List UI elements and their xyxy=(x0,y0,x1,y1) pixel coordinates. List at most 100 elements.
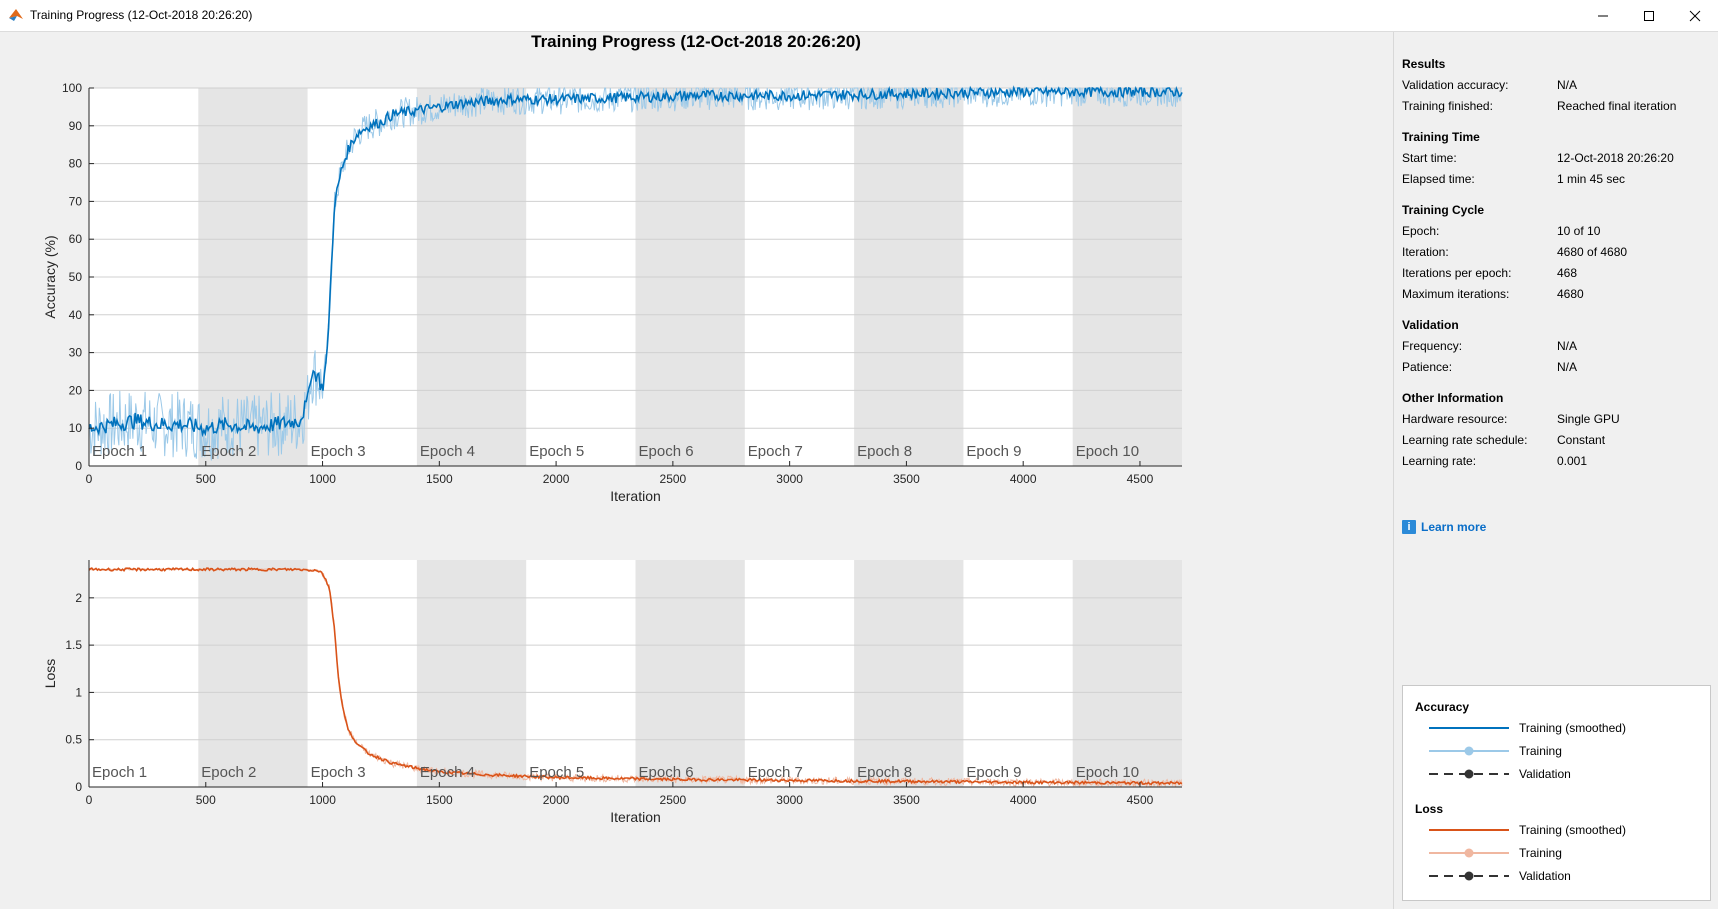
x-tick-label: 0 xyxy=(86,793,93,807)
validation-accuracy-label: Validation accuracy: xyxy=(1402,78,1509,92)
training-plot-area: Epoch 1 Epoch 2 Epoch 3 Epoch 4 Epoch 5 Epoch… xyxy=(0,32,1392,909)
epoch-value: 10 of 10 xyxy=(1557,224,1601,238)
window-title: Training Progress (12-Oct-2018 20:26:20) xyxy=(30,8,253,22)
y-tick-label: 60 xyxy=(69,232,83,246)
epoch-label: Epoch 9 xyxy=(966,764,1021,781)
x-tick-label: 4500 xyxy=(1127,793,1154,807)
epoch-label: Epoch 4 xyxy=(420,764,475,781)
y-tick-label: 50 xyxy=(69,270,83,284)
epoch-label: Epoch: xyxy=(1402,224,1440,238)
accuracy-training-smoothed-line xyxy=(88,85,1183,438)
maximum-iterations-value: 4680 xyxy=(1557,287,1584,301)
minimize-button[interactable] xyxy=(1580,0,1626,31)
x-tick-label: 4000 xyxy=(1010,793,1037,807)
maximize-button[interactable] xyxy=(1626,0,1672,31)
patience-label: Patience: xyxy=(1402,360,1453,374)
elapsed-time-label: Elapsed time: xyxy=(1402,172,1475,186)
x-tick-label: 3500 xyxy=(893,472,920,486)
epoch-label: Epoch 5 xyxy=(529,764,584,781)
legend-label: Training (smoothed) xyxy=(1519,721,1626,735)
frequency-value: N/A xyxy=(1557,339,1578,353)
learn-more-label: Learn more xyxy=(1421,520,1487,534)
y-tick-label: 0.5 xyxy=(65,733,82,747)
iteration-label: Iteration: xyxy=(1402,245,1449,259)
epoch-shade-band xyxy=(198,560,308,787)
legend-dashed-swatch xyxy=(1429,769,1509,779)
learn-more-link[interactable]: i Learn more xyxy=(1402,520,1486,534)
epoch-shade-band xyxy=(635,560,745,787)
x-tick-label: 3000 xyxy=(776,472,803,486)
legend-label: Training (smoothed) xyxy=(1519,823,1626,837)
x-tick-label: 4000 xyxy=(1010,472,1037,486)
epoch-shade-band xyxy=(416,560,527,787)
y-tick-label: 0 xyxy=(75,780,82,794)
y-tick-label: 40 xyxy=(69,308,83,322)
x-tick-label: 2500 xyxy=(660,793,687,807)
training-charts: Epoch 1 Epoch 2 Epoch 3 Epoch 4 Epoch 5 Epoch… xyxy=(42,81,1183,825)
hardware-resource-label: Hardware resource: xyxy=(1402,412,1508,426)
y-tick-label: 2 xyxy=(75,591,82,605)
x-tick-label: 2500 xyxy=(660,472,687,486)
figure-title: Training Progress (12-Oct-2018 20:26:20) xyxy=(531,32,861,51)
window-titlebar: Training Progress (12-Oct-2018 20:26:20) xyxy=(0,0,1718,32)
legend-label: Training xyxy=(1519,744,1562,758)
validation-accuracy-value: N/A xyxy=(1557,78,1578,92)
epoch-label: Epoch 6 xyxy=(639,764,694,781)
epoch-label: Epoch 6 xyxy=(639,443,694,460)
learning-rate-label: Learning rate: xyxy=(1402,454,1477,468)
training-finished-label: Training finished: xyxy=(1402,99,1493,113)
x-tick-label: 1000 xyxy=(309,472,336,486)
epoch-label: Epoch 8 xyxy=(857,764,912,781)
y-tick-label: 30 xyxy=(69,346,83,360)
x-tick-label: 500 xyxy=(196,793,216,807)
training-finished-value: Reached final iteration xyxy=(1557,99,1677,113)
legend-loss-title: Loss xyxy=(1415,802,1444,816)
elapsed-time-value: 1 min 45 sec xyxy=(1557,172,1626,186)
y-tick-label: 10 xyxy=(69,421,83,435)
maximum-iterations-label: Maximum iterations: xyxy=(1402,287,1510,301)
epoch-label: Epoch 3 xyxy=(311,443,366,460)
epoch-shade-band xyxy=(1072,560,1182,787)
legend-dashed-swatch xyxy=(1429,871,1509,881)
legend-label: Training xyxy=(1519,846,1562,860)
epoch-label: Epoch 1 xyxy=(92,764,147,781)
training-time-title: Training Time xyxy=(1402,130,1480,144)
close-icon xyxy=(1689,10,1701,21)
y-tick-label: 70 xyxy=(69,194,83,208)
results-title: Results xyxy=(1402,57,1446,71)
matlab-app-icon xyxy=(9,9,23,21)
epoch-label: Epoch 5 xyxy=(529,443,584,460)
y-tick-label: 1.5 xyxy=(65,638,82,652)
iteration-value: 4680 of 4680 xyxy=(1557,245,1628,259)
learning-rate-schedule-label: Learning rate schedule: xyxy=(1402,433,1528,447)
patience-value: N/A xyxy=(1557,360,1578,374)
x-tick-label: 1500 xyxy=(426,472,453,486)
x-tick-label: 1500 xyxy=(426,793,453,807)
epoch-label: Epoch 10 xyxy=(1076,443,1139,460)
y-tick-label: 1 xyxy=(75,685,82,699)
x-tick-label: 2000 xyxy=(543,793,570,807)
close-button[interactable] xyxy=(1672,0,1718,31)
epoch-label: Epoch 8 xyxy=(857,443,912,460)
x-tick-label: 3000 xyxy=(776,793,803,807)
learning-rate-value: 0.001 xyxy=(1557,454,1588,468)
x-tick-label: 1000 xyxy=(309,793,336,807)
info-icon: i xyxy=(1402,520,1416,534)
y-tick-label: 20 xyxy=(69,383,83,397)
legend-marker-swatch xyxy=(1429,746,1509,756)
x-tick-label: 3500 xyxy=(893,793,920,807)
plot-legend: Accuracy Training (smoothed) Training Va… xyxy=(1402,685,1711,901)
y-tick-label: 100 xyxy=(62,81,82,95)
accuracy-x-axis-label: Iteration xyxy=(610,488,661,504)
epoch-label: Epoch 1 xyxy=(92,443,147,460)
validation-title: Validation xyxy=(1402,318,1459,332)
y-tick-label: 80 xyxy=(69,157,83,171)
epoch-label: Epoch 4 xyxy=(420,443,475,460)
accuracy-y-axis-label: Accuracy (%) xyxy=(42,235,58,318)
maximize-icon xyxy=(1644,10,1654,21)
epoch-label: Epoch 10 xyxy=(1076,764,1139,781)
legend-accuracy-title: Accuracy xyxy=(1415,700,1470,714)
epoch-label: Epoch 2 xyxy=(201,764,256,781)
accuracy-training-raw-line xyxy=(88,86,1182,461)
frequency-label: Frequency: xyxy=(1402,339,1463,353)
